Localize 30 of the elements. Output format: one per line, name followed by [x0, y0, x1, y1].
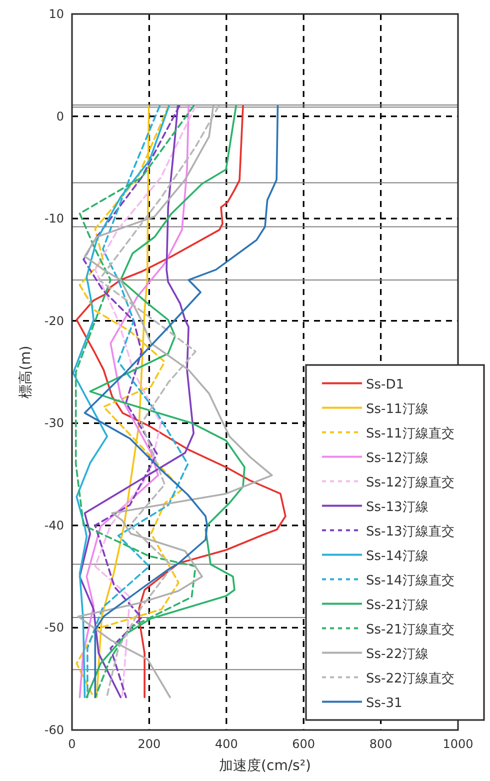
y-tick-label: -30	[44, 416, 64, 430]
y-tick-label: -10	[44, 212, 64, 226]
y-tick-label: -40	[44, 518, 64, 532]
y-axis-title: 標高(m)	[18, 346, 34, 398]
y-tick-label: 10	[48, 7, 64, 21]
legend-label: Ss-14汀線直交	[366, 572, 454, 588]
x-tick-label: 600	[292, 737, 316, 751]
legend-label: Ss-11汀線	[366, 402, 428, 417]
y-tick-label: -20	[44, 314, 64, 328]
legend-label: Ss-12汀線直交	[366, 474, 454, 490]
legend-label: Ss-14汀線	[366, 548, 428, 564]
y-tick-label: -60	[44, 723, 64, 737]
legend-label: Ss-22汀線	[366, 646, 428, 662]
legend-label: Ss-21汀線直交	[366, 621, 454, 638]
y-tick-label: 0	[56, 109, 64, 124]
legend-label: Ss-13汀線	[366, 500, 428, 515]
x-tick-label: 1000	[442, 737, 474, 751]
legend-label: Ss-D1	[366, 377, 404, 392]
legend-label: Ss-31	[366, 696, 402, 711]
legend-label: Ss-13汀線直交	[366, 523, 454, 540]
legend-label: Ss-21汀線	[366, 598, 428, 613]
x-axis-title: 加速度(cm/s²)	[219, 758, 311, 774]
x-tick-label: 200	[138, 737, 161, 751]
x-tick-label: 800	[369, 737, 392, 751]
y-tick-label: -50	[44, 620, 64, 635]
legend-label: Ss-11汀線直交	[366, 425, 454, 442]
x-tick-label: 0	[68, 737, 76, 751]
x-tick-label: 400	[214, 737, 238, 751]
legend-label: Ss-12汀線	[366, 450, 428, 466]
legend-label: Ss-22汀線直交	[366, 670, 454, 686]
